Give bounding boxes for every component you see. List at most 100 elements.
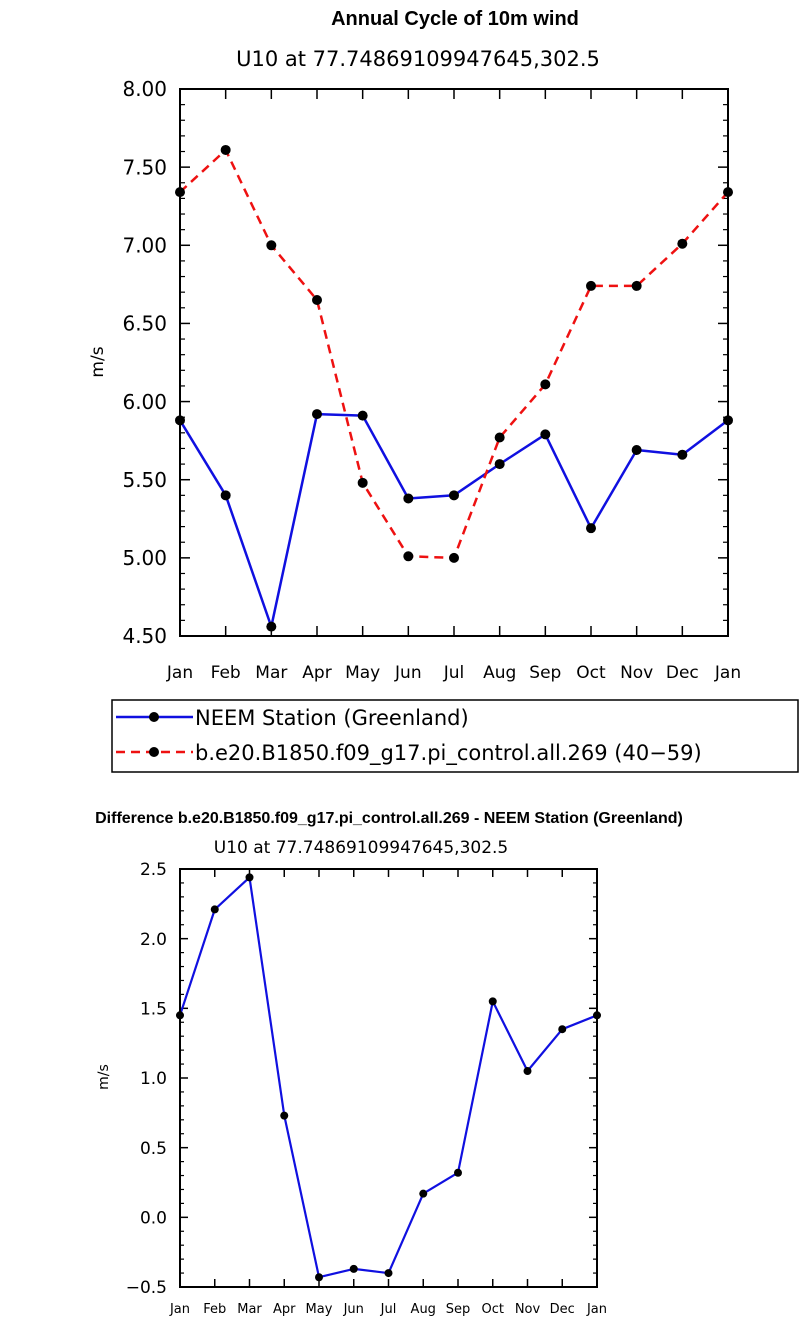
chart2-title: Difference b.e20.B1850.f09_g17.pi_contro… — [95, 810, 683, 827]
legend-marker-model — [149, 747, 159, 757]
y-tick-label: 7.50 — [122, 155, 167, 179]
y-tick-label: 2.5 — [140, 860, 167, 880]
data-point-series-1 — [312, 409, 322, 420]
y-tick-label: 8.00 — [122, 77, 167, 101]
difference-chart: Difference b.e20.B1850.f09_g17.pi_contro… — [95, 810, 683, 1317]
y-tick-label: 1.5 — [140, 999, 167, 1019]
chart2-x-axis: Jan Feb Mar Apr May Jun Jul Aug Sep Oct Nov Dec Jan — [169, 869, 607, 1317]
y-tick-label: 6.50 — [122, 312, 167, 336]
chart1-subtitle: U10 at 77.74869109947645,302.5 — [236, 47, 600, 71]
data-point-series-1 — [403, 493, 414, 504]
x-tick-label: Oct — [482, 1302, 504, 1317]
x-tick-label: Aug — [483, 663, 516, 683]
data-point-series-1 — [540, 429, 551, 440]
chart1-title: Annual Cycle of 10m wind — [331, 8, 579, 30]
data-point-series-2 — [540, 379, 551, 390]
chart1-plot-frame — [179, 88, 729, 637]
legend-marker-neem — [149, 712, 159, 722]
x-tick-label: Apr — [302, 663, 331, 683]
data-point-series-1 — [280, 1111, 289, 1120]
chart2-plot-frame — [179, 868, 598, 1288]
x-tick-label: Feb — [211, 663, 241, 683]
x-tick-label: Jan — [586, 1302, 607, 1317]
legend-entry-neem: NEEM Station (Greenland) — [116, 706, 469, 730]
data-point-series-2 — [677, 238, 688, 249]
x-tick-label: Dec — [666, 663, 699, 683]
data-point-series-1 — [210, 905, 219, 914]
data-point-series-1 — [454, 1168, 462, 1177]
data-point-series-2 — [312, 294, 322, 305]
x-tick-label: Nov — [620, 663, 653, 683]
y-tick-label: 1.0 — [140, 1069, 167, 1089]
data-point-series-1 — [220, 490, 231, 501]
chart2-series — [178, 876, 598, 1279]
x-tick-label: May — [345, 663, 380, 683]
chart2-y-axis: −0.5 0.0 0.5 1.0 1.5 2.0 2.5 — [126, 860, 597, 1298]
data-point-series-1 — [523, 1067, 532, 1076]
y-tick-label: 0.0 — [140, 1208, 167, 1228]
data-point-series-2 — [449, 552, 459, 563]
data-point-series-2 — [631, 280, 642, 291]
legend-label-model: b.e20.B1850.f09_g17.pi_control.all.269 (… — [195, 741, 702, 766]
x-tick-label: Jul — [443, 663, 465, 683]
data-point-series-1 — [631, 445, 642, 456]
x-tick-label: Jan — [169, 1302, 190, 1317]
x-tick-label: Jan — [166, 663, 193, 683]
x-tick-label: Sep — [529, 663, 561, 683]
x-tick-label: Jun — [394, 663, 422, 683]
legend-entry-model: b.e20.B1850.f09_g17.pi_control.all.269 (… — [116, 741, 702, 766]
data-point-series-1 — [558, 1025, 567, 1034]
data-point-series-1 — [266, 621, 277, 632]
data-point-series-2 — [266, 240, 277, 251]
data-point-series-2 — [494, 432, 505, 443]
x-tick-label: Oct — [576, 663, 606, 683]
y-tick-label: 0.5 — [140, 1139, 167, 1159]
data-point-series-1 — [677, 449, 688, 460]
x-tick-label: Jul — [380, 1302, 397, 1317]
y-tick-label: 5.00 — [122, 546, 167, 570]
y-tick-label: 5.50 — [122, 468, 167, 492]
x-tick-label: Dec — [550, 1302, 575, 1317]
data-point-series-1 — [494, 459, 505, 470]
y-tick-label: 4.50 — [122, 624, 167, 648]
data-point-series-1 — [245, 873, 254, 882]
data-point-series-2 — [220, 144, 231, 155]
y-tick-label: 6.00 — [122, 390, 167, 414]
chart2-subtitle: U10 at 77.74869109947645,302.5 — [214, 838, 509, 858]
x-tick-label: May — [306, 1302, 333, 1317]
data-point-series-1 — [349, 1264, 358, 1273]
chart1-ylabel: m/s — [88, 346, 108, 377]
chart1-legend: NEEM Station (Greenland) b.e20.B1850.f09… — [111, 699, 799, 773]
x-tick-label: Jan — [714, 663, 741, 683]
y-tick-label: −0.5 — [126, 1278, 167, 1298]
chart1-x-axis: Jan Feb Mar Apr May Jun Jul Aug Sep Oct Nov Dec Jan — [166, 89, 741, 683]
data-point-series-1 — [419, 1189, 428, 1198]
x-tick-label: Apr — [273, 1302, 296, 1317]
data-point-series-1 — [315, 1273, 323, 1282]
data-point-series-2 — [586, 280, 596, 291]
x-tick-label: Mar — [237, 1302, 262, 1317]
series-line-1 — [178, 876, 598, 1279]
chart2-ylabel: m/s — [96, 1064, 112, 1090]
x-tick-label: Feb — [203, 1302, 226, 1317]
data-point-series-1 — [488, 997, 497, 1006]
x-tick-label: Aug — [411, 1302, 436, 1317]
chart1-markers — [175, 144, 733, 632]
data-point-series-2 — [403, 551, 414, 562]
y-tick-label: 7.00 — [122, 233, 167, 257]
legend-label-neem: NEEM Station (Greenland) — [195, 706, 469, 730]
x-tick-label: Nov — [515, 1302, 541, 1317]
x-tick-label: Mar — [255, 663, 287, 683]
chart2-markers — [176, 873, 601, 1282]
series-line-1 — [178, 412, 729, 628]
data-point-series-1 — [357, 410, 368, 421]
data-point-series-2 — [357, 477, 368, 488]
x-tick-label: Sep — [446, 1302, 471, 1317]
data-point-series-1 — [449, 490, 459, 501]
data-point-series-1 — [586, 523, 596, 534]
legend-box — [111, 699, 799, 773]
y-tick-label: 2.0 — [140, 930, 167, 950]
data-point-series-1 — [384, 1269, 393, 1278]
annual-cycle-chart: Annual Cycle of 10m wind U10 at 77.74869… — [88, 8, 799, 773]
